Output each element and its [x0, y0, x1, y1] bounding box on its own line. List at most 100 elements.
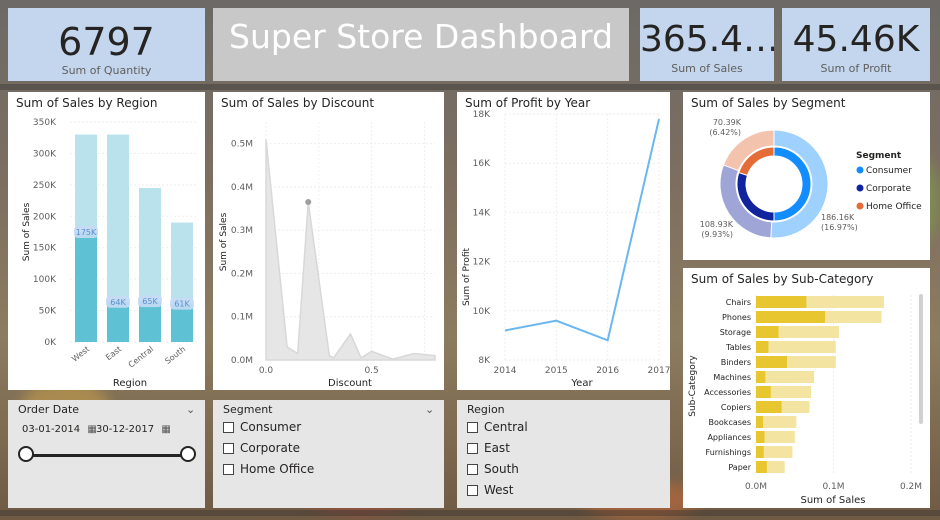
- x-tick-label: Central: [127, 344, 156, 369]
- x-tick-label: 2016: [596, 366, 619, 376]
- background-decor: [0, 84, 940, 90]
- y-tick-label: 0.4M: [231, 183, 253, 193]
- bar: [756, 431, 765, 443]
- y-tick-label: 100K: [33, 275, 57, 285]
- option-label: Consumer: [240, 420, 302, 434]
- bar: [756, 296, 807, 308]
- region-option-east[interactable]: East: [467, 441, 510, 457]
- date-range-start-handle[interactable]: [18, 446, 34, 462]
- legend-label: Home Office: [866, 202, 922, 212]
- kpi-card-profit[interactable]: 45.46K Sum of Profit: [782, 8, 930, 81]
- region-option-west[interactable]: West: [467, 483, 514, 499]
- kpi-label: Sum of Profit: [820, 62, 892, 75]
- end-date-input[interactable]: 30-12-2017 ▦: [96, 424, 171, 435]
- chart-sales-by-region[interactable]: Sum of Sales by Region 350K 300K 250K 200K 1…: [8, 92, 205, 390]
- checkbox[interactable]: [467, 443, 478, 454]
- bar: [756, 401, 782, 413]
- slicer-title: Order Date: [18, 403, 80, 416]
- y-axis-title: Sum of Profit: [462, 248, 472, 307]
- segment-slicer[interactable]: Segment ⌄ Consumer Corporate Home Office: [213, 400, 444, 508]
- data-label: 108.93K: [700, 220, 734, 229]
- x-axis-title: Discount: [328, 378, 372, 389]
- kpi-value: 6797: [58, 20, 155, 64]
- checkbox[interactable]: [223, 422, 234, 433]
- x-axis-title: Sum of Sales: [800, 495, 865, 506]
- region-slicer[interactable]: Region Central East South West: [457, 400, 670, 508]
- option-label: Central: [484, 420, 528, 434]
- checkbox[interactable]: [467, 422, 478, 433]
- order-date-slicer[interactable]: Order Date ⌄ 03-01-2014 ▦ 30-12-2017 ▦: [8, 400, 205, 508]
- option-label: Home Office: [240, 462, 315, 476]
- calendar-icon[interactable]: ▦: [87, 424, 97, 435]
- start-date-input[interactable]: 03-01-2014 ▦: [22, 424, 97, 435]
- bar: [756, 446, 764, 458]
- kpi-card-quantity[interactable]: 6797 Sum of Quantity: [8, 8, 205, 81]
- y-tick-label: Bookcases: [709, 418, 751, 427]
- y-tick-label: 0.2M: [231, 269, 253, 279]
- kpi-label: Sum of Quantity: [61, 64, 152, 77]
- x-tick-label: East: [104, 344, 123, 362]
- legend-marker: [856, 184, 864, 192]
- donut-outer-slice: [722, 129, 775, 172]
- y-tick-label: 150K: [33, 244, 57, 254]
- y-tick-label: Machines: [713, 373, 751, 382]
- chevron-down-icon[interactable]: ⌄: [425, 403, 435, 416]
- bar: [756, 386, 771, 398]
- x-tick-label: 2014: [494, 366, 517, 376]
- y-tick-label: 18K: [473, 110, 491, 120]
- x-tick-label: 0.0: [259, 366, 274, 376]
- segment-option-home-office[interactable]: Home Office: [223, 462, 314, 478]
- x-tick-label: 0.5: [364, 366, 378, 376]
- data-label: 61K: [174, 300, 190, 309]
- segment-option-consumer[interactable]: Consumer: [223, 420, 301, 436]
- chevron-down-icon[interactable]: ⌄: [186, 403, 196, 416]
- chart-sales-by-subcategory[interactable]: Sum of Sales by Sub-Category 0.0M 0.1M 0.2…: [683, 268, 930, 508]
- y-tick-label: 0K: [44, 338, 57, 348]
- y-tick-label: Furnishings: [706, 448, 751, 457]
- data-label-pct: (16.97%): [821, 223, 858, 232]
- chart-sales-by-segment[interactable]: Sum of Sales by Segment 186.16K (16.97%) 1…: [683, 92, 930, 260]
- y-tick-label: 8K: [478, 356, 491, 366]
- checkbox[interactable]: [467, 485, 478, 496]
- segment-option-corporate[interactable]: Corporate: [223, 441, 300, 457]
- y-tick-label: 300K: [33, 149, 57, 159]
- end-date-value: 30-12-2017: [96, 424, 155, 435]
- bar: [756, 341, 769, 353]
- x-tick-label: 0.0M: [745, 482, 767, 492]
- y-tick-label: 250K: [33, 181, 57, 191]
- option-label: South: [484, 462, 519, 476]
- chart-sales-by-discount[interactable]: Sum of Sales by Discount 0.0M 0.1M 0.2M 0.3…: [213, 92, 444, 390]
- x-tick-label: 0.2M: [900, 482, 922, 492]
- bar: [171, 303, 193, 342]
- option-label: Corporate: [240, 441, 300, 455]
- y-tick-label: Binders: [721, 358, 751, 367]
- data-label: 65K: [142, 297, 158, 306]
- slicer-title: Region: [467, 403, 505, 416]
- region-option-south[interactable]: South: [467, 462, 519, 478]
- bar-background: [756, 446, 793, 458]
- legend-marker: [856, 166, 864, 174]
- chart-profit-by-year[interactable]: Sum of Profit by Year 18K 16K 14K 12K 10K 8K 2…: [457, 92, 670, 390]
- checkbox[interactable]: [223, 464, 234, 475]
- legend-label: Corporate: [866, 184, 911, 194]
- segment-donut-chart: 186.16K(16.97%) 108.93K(9.93%) 70.39K(6.42…: [700, 118, 922, 239]
- donut-inner-slice: [738, 146, 775, 176]
- x-axis-title: Year: [570, 378, 593, 389]
- x-axis-title: Region: [113, 378, 147, 389]
- kpi-card-sales[interactable]: 365.4… Sum of Sales: [640, 8, 774, 81]
- calendar-icon[interactable]: ▦: [161, 424, 171, 435]
- bar: [75, 232, 97, 342]
- bar: [139, 301, 161, 342]
- bar: [107, 301, 129, 342]
- region-option-central[interactable]: Central: [467, 420, 528, 436]
- y-tick-label: 0.3M: [231, 226, 253, 236]
- checkbox[interactable]: [467, 464, 478, 475]
- bar: [756, 416, 763, 428]
- data-label-bg: [106, 295, 130, 308]
- data-label-pct: (6.42%): [709, 128, 741, 137]
- highlight-point: [305, 199, 312, 206]
- donut-outer-slice: [770, 129, 829, 239]
- x-tick-label: 2017: [648, 366, 670, 376]
- date-range-end-handle[interactable]: [180, 446, 196, 462]
- checkbox[interactable]: [223, 443, 234, 454]
